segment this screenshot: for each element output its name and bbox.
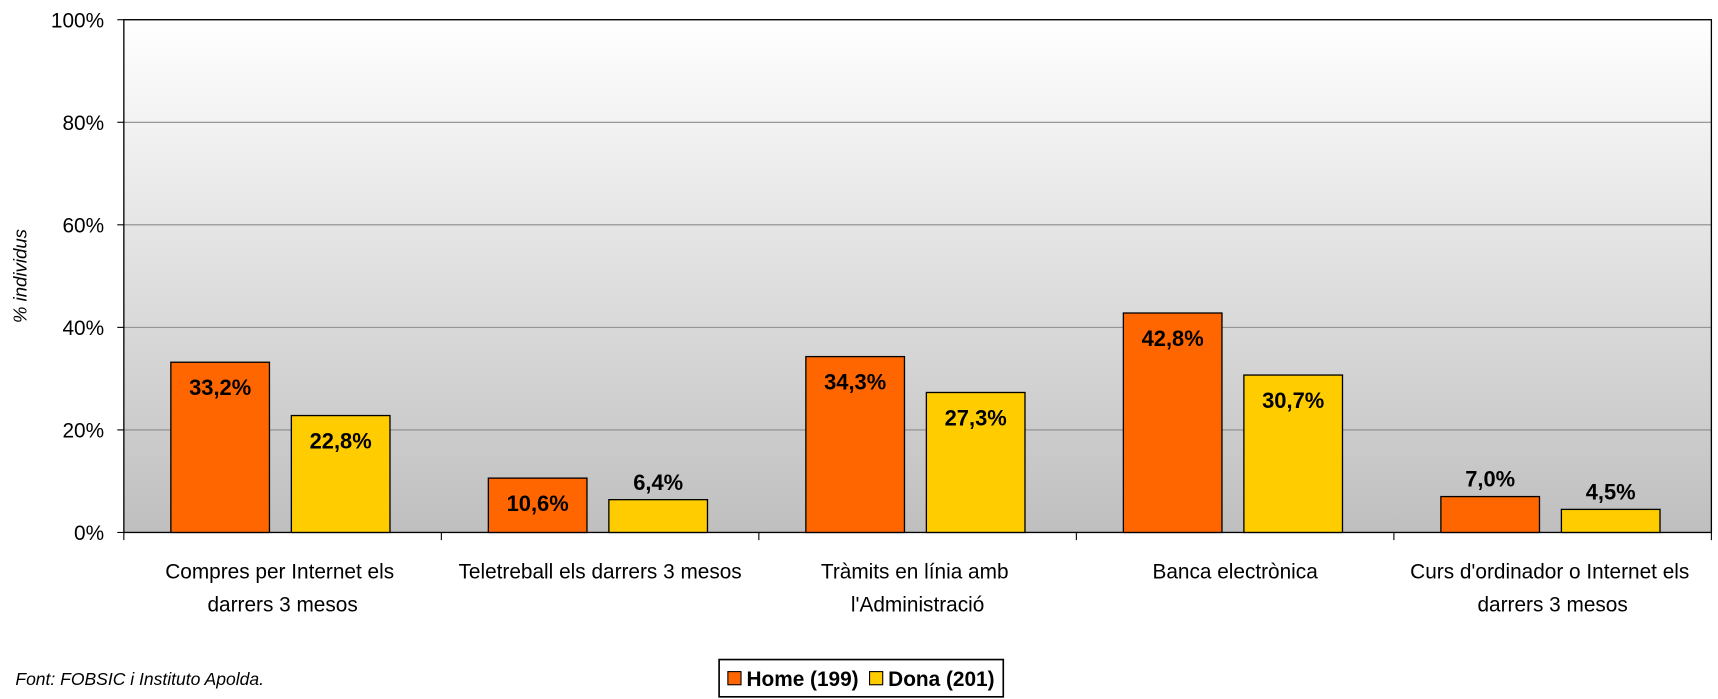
bar (170, 361, 271, 534)
x-tick-label: Compres per Internet els darrers 3 mesos (165, 560, 400, 616)
x-tick-label: Curs d'ordinador o Internet els darrers … (1410, 560, 1695, 616)
bar (608, 498, 709, 534)
y-tick-label: 80% (62, 112, 104, 135)
legend-label: Home (199) (746, 668, 858, 691)
bar (290, 414, 391, 534)
data-label: 42,8% (1142, 326, 1204, 351)
data-label: 27,3% (945, 405, 1007, 430)
data-label: 4,5% (1586, 480, 1636, 505)
legend-swatch (727, 671, 742, 686)
x-tick-label: Teletreball els darrers 3 mesos (459, 560, 742, 583)
bar (805, 355, 906, 534)
source-note: Font: FOBSIC i Instituto Apolda. (15, 669, 264, 689)
legend: Home (199) Dona (201) (718, 658, 1005, 698)
bar (1243, 374, 1344, 534)
y-tick-label: 100% (51, 9, 104, 32)
legend-box (718, 658, 1005, 698)
y-tick-label: 40% (62, 317, 104, 340)
data-label: 30,7% (1262, 388, 1324, 413)
y-tick-label: 20% (62, 420, 104, 443)
data-label: 6,4% (633, 470, 683, 495)
y-tick-label: 60% (62, 214, 104, 237)
bar (925, 391, 1026, 534)
x-tick-label: Banca electrònica (1152, 560, 1318, 583)
data-label: 34,3% (824, 369, 886, 394)
bar (1560, 508, 1661, 534)
data-label: 33,2% (189, 375, 251, 400)
y-axis-label: % individus (9, 229, 30, 323)
bar (487, 477, 588, 534)
y-tick-label: 0% (74, 522, 104, 545)
x-tick-label: Tràmits en línia amb l'Administració (821, 560, 1014, 616)
legend-label: Dona (201) (888, 668, 994, 691)
legend-swatch (869, 671, 884, 686)
plot-border (123, 19, 1713, 534)
data-label: 7,0% (1465, 467, 1515, 492)
bar (1122, 312, 1223, 534)
data-label: 10,6% (507, 491, 569, 516)
bar (1440, 495, 1541, 534)
data-label: 22,8% (310, 428, 372, 453)
